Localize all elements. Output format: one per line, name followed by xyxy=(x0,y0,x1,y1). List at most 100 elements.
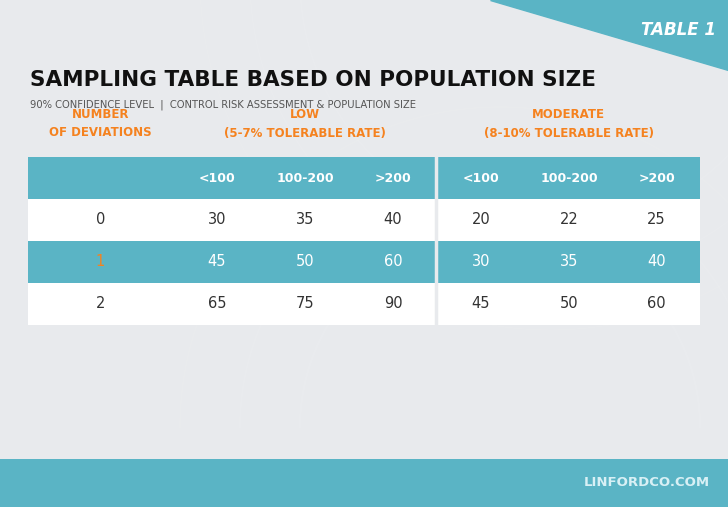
Bar xyxy=(0,50,728,52)
Bar xyxy=(0,108,728,110)
Bar xyxy=(0,0,728,2)
Bar xyxy=(0,42,728,44)
Bar xyxy=(0,60,728,62)
Bar xyxy=(0,100,728,102)
Text: 0: 0 xyxy=(96,212,105,228)
Bar xyxy=(0,74,728,76)
Bar xyxy=(0,14,728,16)
Text: 45: 45 xyxy=(472,297,490,311)
Text: NUMBER: NUMBER xyxy=(72,108,130,122)
Text: 25: 25 xyxy=(647,212,666,228)
Bar xyxy=(0,4,728,6)
Text: (5-7% TOLERABLE RATE): (5-7% TOLERABLE RATE) xyxy=(224,127,386,139)
Bar xyxy=(0,28,728,30)
Bar xyxy=(28,157,700,199)
Bar xyxy=(0,32,728,34)
Text: 30: 30 xyxy=(207,212,226,228)
Text: 1: 1 xyxy=(96,255,105,270)
Text: LOW: LOW xyxy=(290,108,320,122)
Bar xyxy=(0,30,728,32)
Bar xyxy=(0,84,728,86)
Bar xyxy=(0,459,728,507)
Bar xyxy=(0,2,728,4)
Text: 65: 65 xyxy=(207,297,226,311)
Bar xyxy=(0,66,728,68)
Bar xyxy=(0,58,728,60)
Bar xyxy=(0,112,728,114)
Bar xyxy=(0,56,728,58)
Bar xyxy=(0,44,728,46)
Text: 45: 45 xyxy=(207,255,226,270)
Bar xyxy=(0,18,728,20)
Text: 50: 50 xyxy=(560,297,578,311)
Bar xyxy=(0,76,728,78)
Bar xyxy=(0,16,728,18)
Bar xyxy=(0,94,728,96)
Bar xyxy=(0,52,728,54)
Text: 100-200: 100-200 xyxy=(540,171,598,185)
Bar xyxy=(0,12,728,14)
Bar xyxy=(0,8,728,10)
Bar xyxy=(0,48,728,50)
Bar xyxy=(0,36,728,38)
Text: <100: <100 xyxy=(462,171,499,185)
Bar xyxy=(0,40,728,42)
Bar xyxy=(0,64,728,66)
Text: 35: 35 xyxy=(560,255,578,270)
Bar xyxy=(0,62,728,64)
Text: >200: >200 xyxy=(638,171,675,185)
Bar xyxy=(0,106,728,108)
Bar xyxy=(0,6,728,8)
Text: >200: >200 xyxy=(375,171,411,185)
Text: 75: 75 xyxy=(296,297,314,311)
Text: TABLE 1: TABLE 1 xyxy=(641,21,716,39)
Bar xyxy=(0,20,728,22)
Text: LINFORDCO.COM: LINFORDCO.COM xyxy=(584,477,710,489)
Bar xyxy=(0,90,728,92)
Bar xyxy=(0,96,728,98)
Bar xyxy=(0,10,728,12)
Text: (8-10% TOLERABLE RATE): (8-10% TOLERABLE RATE) xyxy=(483,127,654,139)
Bar xyxy=(0,104,728,106)
Bar xyxy=(0,116,728,118)
Bar xyxy=(0,38,728,40)
Text: 35: 35 xyxy=(296,212,314,228)
Bar xyxy=(0,54,728,56)
Text: 60: 60 xyxy=(647,297,666,311)
Bar xyxy=(0,46,728,48)
Bar xyxy=(0,26,728,28)
Text: 90% CONFIDENCE LEVEL  |  CONTROL RISK ASSESSMENT & POPULATION SIZE: 90% CONFIDENCE LEVEL | CONTROL RISK ASSE… xyxy=(30,100,416,110)
Text: OF DEVIATIONS: OF DEVIATIONS xyxy=(50,127,152,139)
Bar xyxy=(0,88,728,90)
Text: 100-200: 100-200 xyxy=(276,171,334,185)
Bar xyxy=(0,68,728,70)
Bar xyxy=(28,199,700,241)
Bar xyxy=(0,78,728,80)
Text: 40: 40 xyxy=(384,212,403,228)
Text: 30: 30 xyxy=(472,255,490,270)
Bar xyxy=(0,110,728,112)
Bar xyxy=(0,24,728,26)
Bar xyxy=(0,92,728,94)
Text: MODERATE: MODERATE xyxy=(532,108,605,122)
Text: 22: 22 xyxy=(560,212,578,228)
Bar xyxy=(0,102,728,104)
Text: 20: 20 xyxy=(472,212,491,228)
Text: 40: 40 xyxy=(647,255,666,270)
Bar xyxy=(0,98,728,100)
Bar xyxy=(0,22,728,24)
Text: 2: 2 xyxy=(96,297,105,311)
Text: <100: <100 xyxy=(199,171,235,185)
Bar xyxy=(0,82,728,84)
Bar xyxy=(0,114,728,116)
Bar xyxy=(0,86,728,88)
Bar xyxy=(0,34,728,36)
Text: 50: 50 xyxy=(296,255,314,270)
Text: 60: 60 xyxy=(384,255,403,270)
Bar xyxy=(28,283,700,325)
Text: 90: 90 xyxy=(384,297,403,311)
Bar xyxy=(28,241,700,283)
Bar xyxy=(0,70,728,72)
Text: SAMPLING TABLE BASED ON POPULATION SIZE: SAMPLING TABLE BASED ON POPULATION SIZE xyxy=(30,70,596,90)
Bar xyxy=(0,80,728,82)
